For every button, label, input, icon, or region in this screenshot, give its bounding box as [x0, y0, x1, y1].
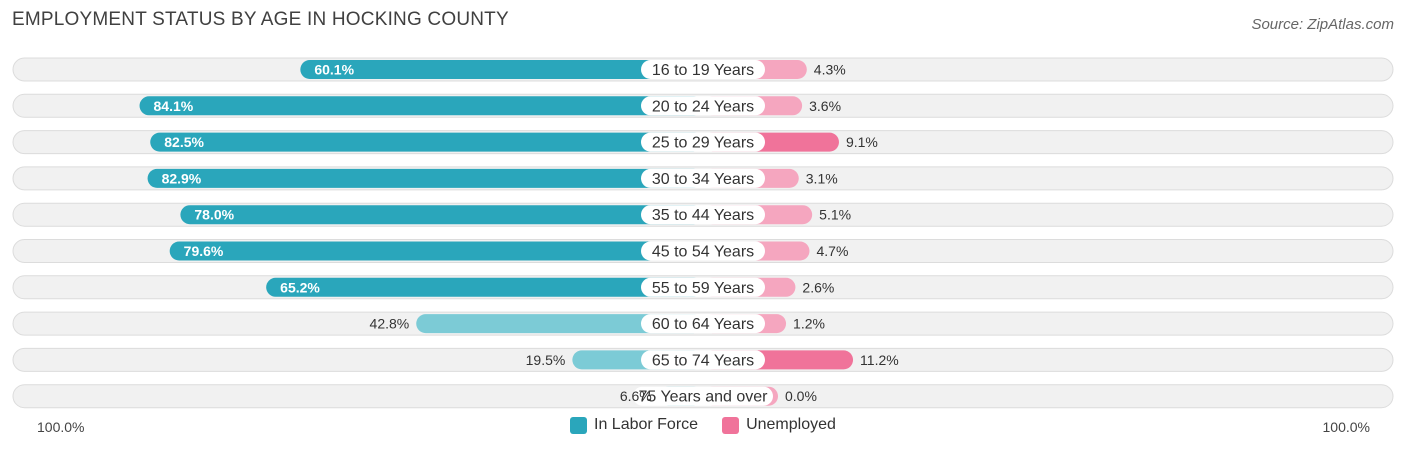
category-label: 60 to 64 Years: [652, 316, 754, 333]
category-label: 16 to 19 Years: [652, 62, 754, 79]
category-label-box: [641, 60, 765, 79]
category-label: 20 to 24 Years: [652, 98, 754, 115]
bar-labor-force: [139, 96, 703, 116]
category-label: 35 to 44 Years: [652, 207, 754, 224]
value-label-unemployed: 4.3%: [814, 62, 846, 78]
value-label-labor-force: 82.5%: [164, 134, 204, 150]
bar-labor-force: [300, 60, 703, 79]
bar-labor-force: [266, 277, 703, 297]
bar-labor-force: [180, 205, 703, 225]
category-label-box: [641, 314, 765, 334]
category-label-box: [633, 386, 773, 406]
legend-swatch-unemployed: [722, 416, 740, 434]
value-label-labor-force: 84.1%: [154, 98, 194, 114]
bar-labor-force: [169, 241, 703, 261]
value-label-unemployed: 2.6%: [802, 279, 834, 295]
chart-title: EMPLOYMENT STATUS BY AGE IN HOCKING COUN…: [12, 9, 509, 30]
value-label-labor-force: 6.6%: [620, 388, 652, 404]
legend: In Labor Force Unemployed: [570, 416, 836, 434]
category-label-box: [641, 132, 765, 152]
value-label-unemployed: 11.2%: [860, 352, 899, 368]
value-label-unemployed: 1.2%: [793, 316, 825, 332]
category-label: 65 to 74 Years: [652, 352, 754, 369]
category-label: 30 to 34 Years: [652, 171, 754, 188]
category-label-box: [641, 277, 765, 297]
legend-item-labor: In Labor Force: [570, 416, 698, 434]
axis-left-label: 100.0%: [37, 419, 85, 435]
category-label-box: [641, 241, 765, 261]
category-label: 55 to 59 Years: [652, 280, 754, 297]
value-label-labor-force: 65.2%: [280, 279, 320, 295]
chart-source: Source: ZipAtlas.com: [1251, 16, 1394, 33]
legend-label-unemployed: Unemployed: [746, 416, 836, 433]
value-label-labor-force: 78.0%: [194, 207, 234, 223]
legend-swatch-labor: [570, 416, 587, 434]
category-label: 75 Years and over: [639, 389, 769, 406]
bar-labor-force: [150, 132, 703, 152]
category-label-box: [641, 350, 765, 370]
value-label-unemployed: 5.1%: [819, 207, 851, 223]
category-label: 25 to 29 Years: [652, 135, 754, 152]
bar-labor-force: [416, 314, 703, 334]
value-label-labor-force: 82.9%: [162, 170, 202, 186]
value-label-labor-force: 19.5%: [526, 352, 566, 368]
bar-labor-force: [147, 168, 703, 188]
value-label-labor-force: 42.8%: [370, 316, 410, 332]
value-label-labor-force: 60.1%: [314, 62, 354, 78]
legend-label-labor: In Labor Force: [594, 416, 699, 433]
axis-right-label: 100.0%: [1322, 419, 1370, 435]
category-label: 45 to 54 Years: [652, 244, 754, 261]
value-label-labor-force: 79.6%: [184, 243, 224, 259]
category-label-box: [641, 168, 765, 188]
category-label-box: [641, 96, 765, 116]
legend-item-unemployed: Unemployed: [722, 416, 836, 434]
category-label-box: [641, 205, 765, 225]
value-label-unemployed: 3.6%: [809, 98, 841, 114]
value-label-unemployed: 4.7%: [816, 243, 848, 259]
value-label-unemployed: 3.1%: [806, 170, 838, 186]
value-label-unemployed: 0.0%: [785, 388, 817, 404]
value-label-unemployed: 9.1%: [846, 134, 878, 150]
